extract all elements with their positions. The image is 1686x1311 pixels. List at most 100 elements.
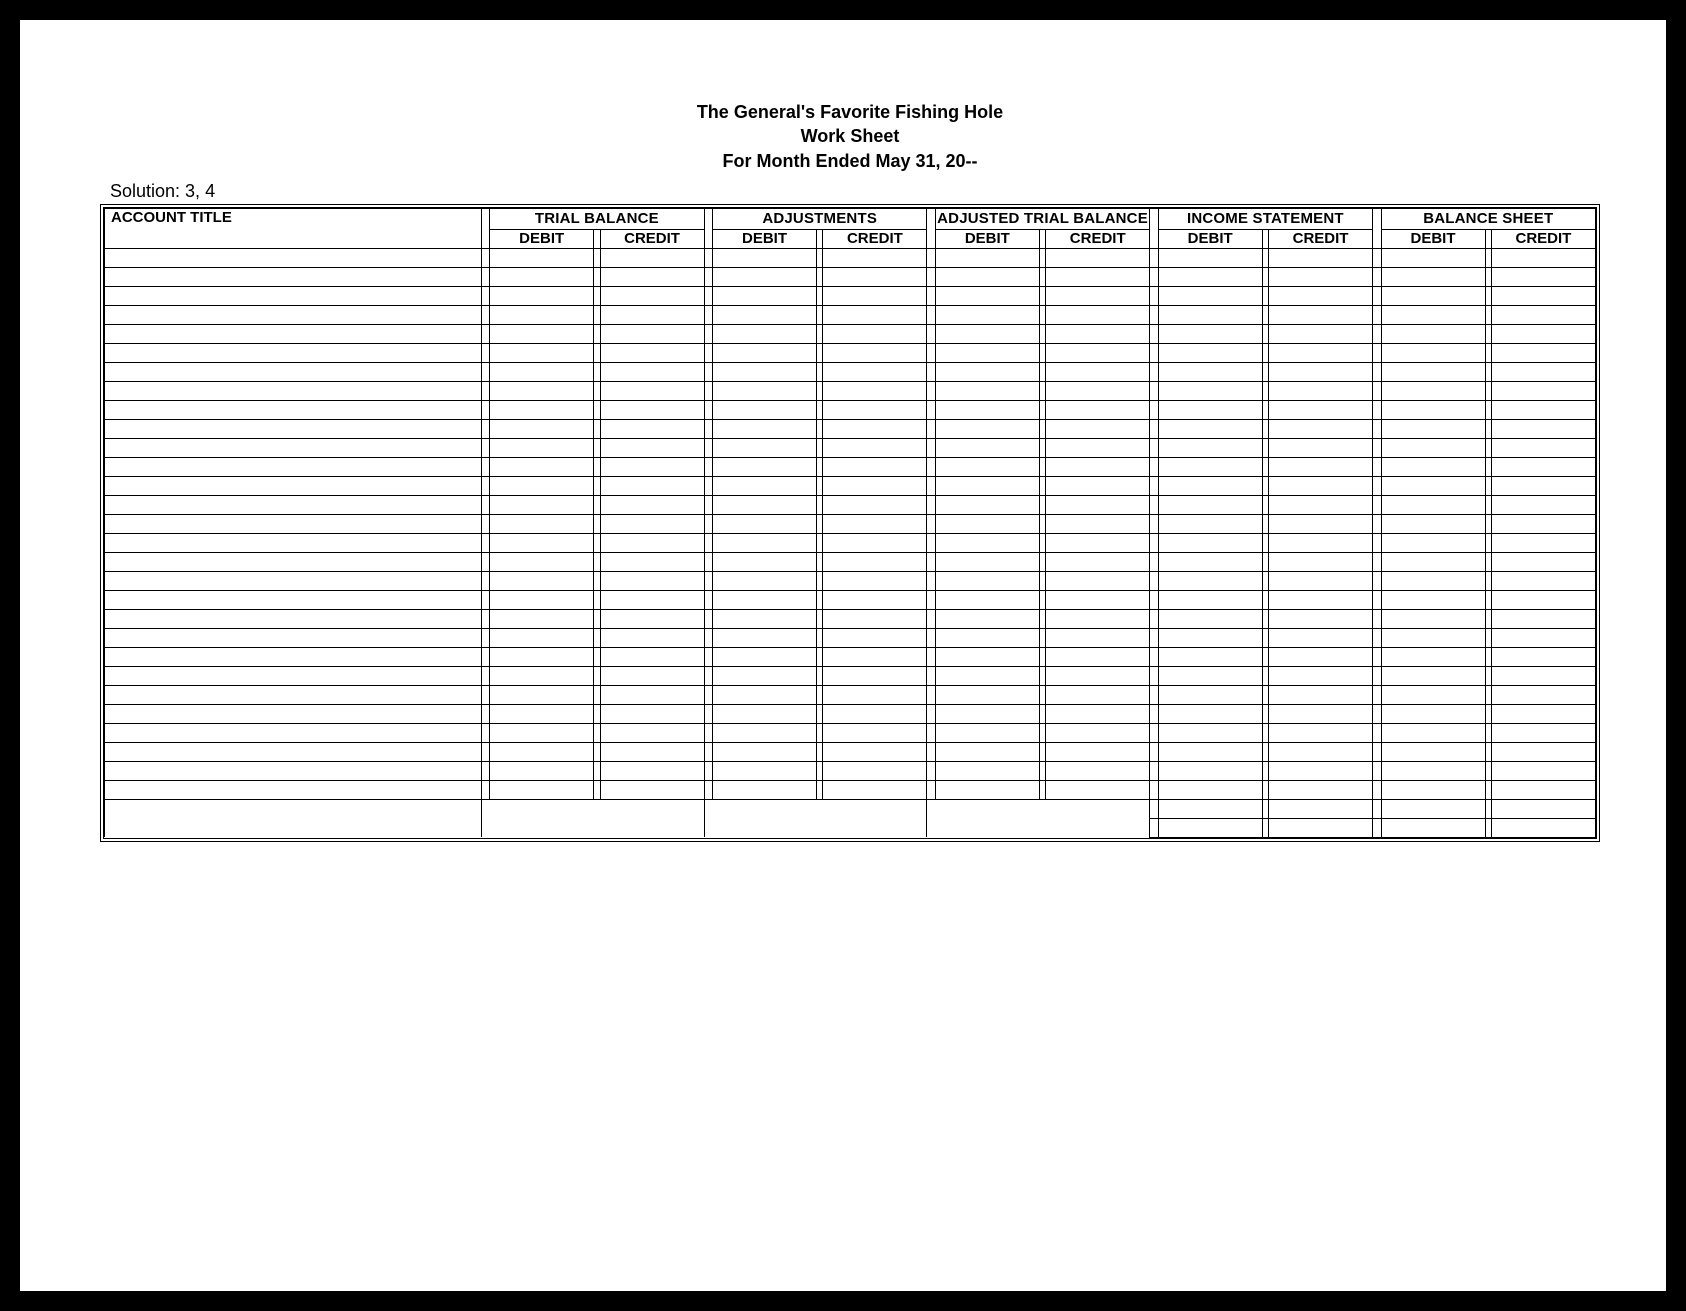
cell-credit[interactable]: [1491, 666, 1595, 685]
cell-credit[interactable]: [1491, 476, 1595, 495]
cell-debit[interactable]: [713, 685, 817, 704]
cell-credit[interactable]: [600, 590, 704, 609]
cell-credit[interactable]: [1269, 761, 1373, 780]
cell-credit[interactable]: [1269, 780, 1373, 799]
cell-debit[interactable]: [1381, 609, 1485, 628]
cell-debit[interactable]: [1381, 761, 1485, 780]
cell-account-title[interactable]: [105, 286, 482, 305]
cell-credit[interactable]: [1269, 267, 1373, 286]
cell-debit[interactable]: [1381, 818, 1485, 837]
cell-debit[interactable]: [1381, 685, 1485, 704]
cell-debit[interactable]: [713, 476, 817, 495]
cell-credit[interactable]: [1046, 704, 1150, 723]
cell-credit[interactable]: [1491, 362, 1595, 381]
cell-credit[interactable]: [1046, 628, 1150, 647]
cell-debit[interactable]: [713, 381, 817, 400]
cell-credit[interactable]: [1269, 590, 1373, 609]
cell-account-title[interactable]: [105, 438, 482, 457]
cell-debit[interactable]: [490, 761, 594, 780]
cell-debit[interactable]: [935, 761, 1039, 780]
cell-debit[interactable]: [1381, 780, 1485, 799]
cell-credit[interactable]: [1491, 647, 1595, 666]
cell-debit[interactable]: [935, 248, 1039, 267]
cell-credit[interactable]: [823, 362, 927, 381]
cell-account-title[interactable]: [105, 305, 482, 324]
cell-credit[interactable]: [823, 495, 927, 514]
cell-debit[interactable]: [935, 647, 1039, 666]
cell-debit[interactable]: [1381, 647, 1485, 666]
cell-account-title[interactable]: [105, 704, 482, 723]
cell-credit[interactable]: [1269, 343, 1373, 362]
cell-debit[interactable]: [1158, 609, 1262, 628]
cell-credit[interactable]: [823, 609, 927, 628]
cell-credit[interactable]: [1046, 533, 1150, 552]
cell-credit[interactable]: [600, 780, 704, 799]
cell-debit[interactable]: [1381, 552, 1485, 571]
cell-debit[interactable]: [1381, 514, 1485, 533]
cell-debit[interactable]: [935, 571, 1039, 590]
cell-credit[interactable]: [1491, 723, 1595, 742]
cell-credit[interactable]: [823, 457, 927, 476]
cell-credit[interactable]: [1491, 780, 1595, 799]
cell-debit[interactable]: [935, 400, 1039, 419]
cell-debit[interactable]: [1381, 590, 1485, 609]
cell-debit[interactable]: [1381, 495, 1485, 514]
cell-credit[interactable]: [1046, 362, 1150, 381]
cell-debit[interactable]: [713, 248, 817, 267]
cell-debit[interactable]: [1381, 628, 1485, 647]
cell-debit[interactable]: [935, 723, 1039, 742]
cell-debit[interactable]: [490, 628, 594, 647]
cell-debit[interactable]: [490, 514, 594, 533]
cell-debit[interactable]: [1158, 362, 1262, 381]
cell-debit[interactable]: [935, 780, 1039, 799]
cell-debit[interactable]: [490, 400, 594, 419]
cell-debit[interactable]: [1158, 514, 1262, 533]
cell-credit[interactable]: [1046, 381, 1150, 400]
cell-debit[interactable]: [1158, 495, 1262, 514]
cell-credit[interactable]: [1046, 286, 1150, 305]
cell-debit[interactable]: [935, 343, 1039, 362]
cell-debit[interactable]: [490, 666, 594, 685]
cell-debit[interactable]: [1381, 666, 1485, 685]
cell-debit[interactable]: [1158, 647, 1262, 666]
cell-credit[interactable]: [1491, 343, 1595, 362]
cell-debit[interactable]: [1158, 799, 1262, 818]
cell-debit[interactable]: [1381, 343, 1485, 362]
cell-debit[interactable]: [713, 780, 817, 799]
cell-credit[interactable]: [1491, 704, 1595, 723]
cell-account-title[interactable]: [105, 780, 482, 799]
cell-debit[interactable]: [713, 286, 817, 305]
cell-debit[interactable]: [713, 647, 817, 666]
cell-debit[interactable]: [1158, 723, 1262, 742]
cell-credit[interactable]: [823, 723, 927, 742]
cell-debit[interactable]: [1381, 400, 1485, 419]
cell-credit[interactable]: [1269, 438, 1373, 457]
cell-debit[interactable]: [490, 438, 594, 457]
cell-debit[interactable]: [935, 362, 1039, 381]
cell-credit[interactable]: [1269, 628, 1373, 647]
cell-credit[interactable]: [1491, 248, 1595, 267]
cell-credit[interactable]: [1491, 514, 1595, 533]
cell-credit[interactable]: [600, 362, 704, 381]
cell-credit[interactable]: [1269, 286, 1373, 305]
cell-debit[interactable]: [1158, 628, 1262, 647]
cell-account-title[interactable]: [105, 400, 482, 419]
cell-debit[interactable]: [1381, 799, 1485, 818]
cell-debit[interactable]: [1158, 457, 1262, 476]
cell-credit[interactable]: [823, 248, 927, 267]
cell-credit[interactable]: [1269, 362, 1373, 381]
cell-credit[interactable]: [600, 438, 704, 457]
cell-debit[interactable]: [1381, 438, 1485, 457]
cell-credit[interactable]: [1269, 305, 1373, 324]
cell-debit[interactable]: [490, 324, 594, 343]
cell-debit[interactable]: [935, 666, 1039, 685]
cell-debit[interactable]: [935, 552, 1039, 571]
cell-debit[interactable]: [713, 267, 817, 286]
cell-credit[interactable]: [1046, 438, 1150, 457]
cell-credit[interactable]: [1491, 286, 1595, 305]
cell-debit[interactable]: [490, 419, 594, 438]
cell-credit[interactable]: [1046, 609, 1150, 628]
cell-account-title[interactable]: [105, 248, 482, 267]
cell-debit[interactable]: [713, 590, 817, 609]
cell-debit[interactable]: [935, 476, 1039, 495]
